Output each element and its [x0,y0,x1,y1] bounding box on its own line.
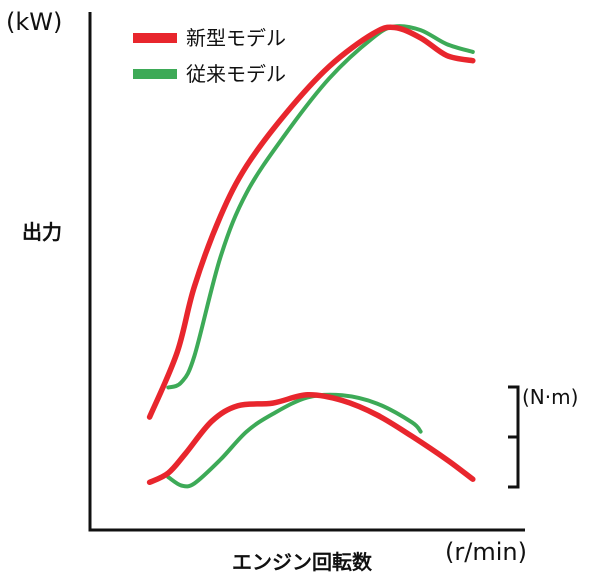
legend-swatch-new-model [133,33,177,43]
y-axis-unit: (kW) [6,8,63,36]
axis-lines [88,12,525,532]
series-power-new-model-line [146,24,476,420]
torque-unit: (N·m) [522,385,579,409]
x-axis-title: エンジン回転数 [232,550,372,574]
axes [88,12,525,532]
legend-label-old-model: 従来モデル [186,62,286,86]
legend-label-new-model: 新型モデル [186,26,286,50]
legend-swatch-old-model [133,69,177,79]
series-torque-new-model-line [146,392,476,486]
series-torque-old-model-line [166,392,423,489]
y-axis-title: 出力 [22,220,62,244]
series-power-old-model-line [166,24,475,390]
torque-scale-bracket [508,385,520,489]
plot-area [146,24,476,489]
x-axis-unit: (r/min) [445,538,527,566]
